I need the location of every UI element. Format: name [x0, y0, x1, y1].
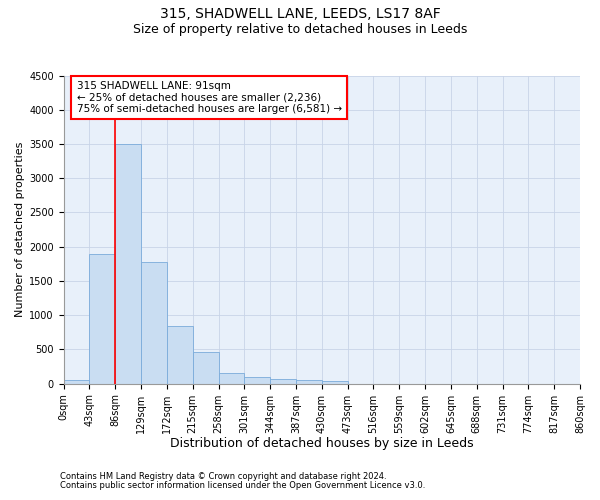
Bar [89, 254, 115, 384]
Text: Size of property relative to detached houses in Leeds: Size of property relative to detached ho… [133, 22, 467, 36]
X-axis label: Distribution of detached houses by size in Leeds: Distribution of detached houses by size … [170, 437, 473, 450]
Text: Contains HM Land Registry data © Crown copyright and database right 2024.: Contains HM Land Registry data © Crown c… [60, 472, 386, 481]
Bar [270, 379, 296, 384]
Text: 315 SHADWELL LANE: 91sqm
← 25% of detached houses are smaller (2,236)
75% of sem: 315 SHADWELL LANE: 91sqm ← 25% of detach… [77, 81, 341, 114]
Bar [167, 326, 193, 384]
Y-axis label: Number of detached properties: Number of detached properties [15, 142, 25, 318]
Bar [296, 380, 322, 384]
Text: 315, SHADWELL LANE, LEEDS, LS17 8AF: 315, SHADWELL LANE, LEEDS, LS17 8AF [160, 8, 440, 22]
Bar [193, 352, 218, 384]
Bar [64, 380, 89, 384]
Bar [218, 373, 244, 384]
Text: Contains public sector information licensed under the Open Government Licence v3: Contains public sector information licen… [60, 481, 425, 490]
Bar [141, 262, 167, 384]
Bar [322, 380, 347, 384]
Bar [244, 377, 270, 384]
Bar [115, 144, 141, 384]
